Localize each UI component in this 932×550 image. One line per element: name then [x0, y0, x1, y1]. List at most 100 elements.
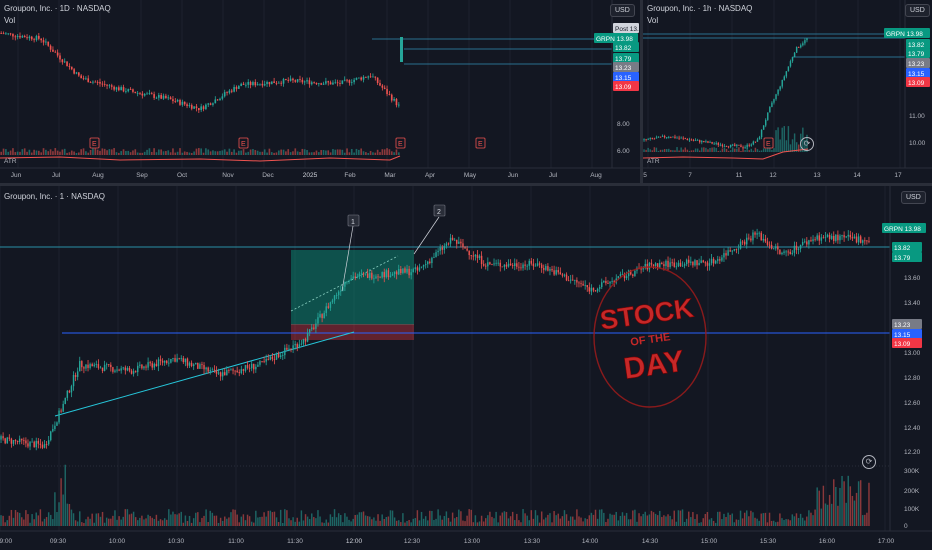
intraday-candle: [294, 343, 296, 346]
daily-candle: [308, 80, 311, 85]
daily-volume-bar: [374, 152, 377, 155]
daily-candle: [94, 81, 97, 83]
intraday-volume-bar: [195, 512, 197, 526]
intraday-candle: [559, 272, 562, 275]
intraday-volume-bar: [402, 513, 404, 526]
intraday-volume-bar: [4, 522, 6, 526]
hourly-volume-bar: [785, 140, 788, 152]
intraday-candle: [688, 259, 690, 263]
daily-volume-bar: [198, 148, 200, 155]
daily-volume-bar: [38, 150, 40, 155]
intraday-candle: [317, 317, 319, 324]
hourly-candle: [734, 144, 736, 146]
intraday-candle: [569, 279, 572, 281]
intraday-candle: [855, 236, 858, 243]
intraday-price-label: 12.60: [904, 400, 921, 407]
hourly-currency-button[interactable]: USD: [905, 4, 930, 17]
intraday-candle: [764, 238, 767, 242]
hourly-candle: [682, 137, 684, 139]
daily-candle: [127, 89, 130, 92]
daily-volume-bar: [143, 151, 146, 155]
daily-volume-bar: [395, 149, 398, 155]
intraday-currency-button[interactable]: USD: [901, 191, 926, 204]
intraday-tag-bg: [892, 242, 922, 252]
hourly-volume-bar: [653, 147, 656, 152]
intraday-volume-bar: [501, 512, 504, 526]
intraday-volume-bar: [54, 492, 56, 526]
daily-candle: [230, 90, 233, 92]
daily-month-label: Sep: [136, 172, 148, 179]
annotation-marker-2: 2: [437, 209, 441, 216]
daily-candle: [386, 88, 388, 95]
intraday-volume-bar: [360, 512, 363, 526]
hourly-candle: [698, 140, 701, 143]
hourly-volume-bar: [686, 149, 689, 152]
daily-candle: [280, 82, 282, 84]
daily-candle: [198, 108, 200, 111]
daily-candle: [186, 104, 188, 107]
panel-divider-vertical[interactable]: [640, 0, 643, 183]
daily-candle: [296, 79, 299, 82]
panel-divider-horizontal[interactable]: [0, 183, 932, 186]
intraday-volume-bar: [66, 503, 69, 526]
intraday-candle: [673, 262, 675, 267]
intraday-volume-bar: [779, 513, 781, 526]
daily-currency-button[interactable]: USD: [610, 4, 635, 17]
daily-candle: [45, 41, 47, 43]
intraday-volume-bar: [393, 517, 396, 526]
daily-candle: [30, 36, 33, 40]
intraday-volume-bar: [812, 515, 814, 526]
intraday-candle: [139, 364, 141, 366]
intraday-volume-bar: [549, 513, 551, 526]
daily-candle: [16, 35, 19, 38]
hourly-candle: [800, 45, 802, 48]
intraday-candle: [530, 260, 533, 264]
intraday-time-label: 13:30: [524, 538, 541, 545]
intraday-volume-bar: [656, 515, 659, 526]
daily-candle: [223, 92, 226, 97]
daily-volume-bar: [169, 152, 172, 155]
intraday-volume-bar: [617, 520, 620, 526]
intraday-volume-bar: [62, 494, 64, 526]
intraday-volume-bar: [203, 515, 205, 526]
hourly-volume-bar: [674, 150, 676, 152]
hourly-candle: [661, 136, 664, 137]
intraday-volume-bar: [422, 518, 425, 526]
intraday-tag-bg: [892, 329, 922, 339]
daily-chart-panel[interactable]: ATR E E E E 8.00 6.00 Post 13.98 GRPN 13.98 13.82…: [0, 0, 640, 183]
hourly-tag-text: 13.82: [908, 42, 925, 49]
intraday-candle: [681, 265, 684, 267]
intraday-candle: [710, 258, 713, 264]
hourly-replay-icon[interactable]: ⟳: [800, 137, 814, 151]
intraday-volume-bar: [572, 516, 574, 526]
daily-volume-bar: [202, 152, 205, 155]
intraday-candle: [122, 367, 124, 369]
daily-candle: [54, 51, 57, 53]
intraday-time-label: 14:30: [642, 538, 659, 545]
daily-volume-bar: [89, 149, 92, 155]
intraday-volume-bar: [690, 517, 692, 526]
intraday-volume-bar: [424, 516, 427, 526]
daily-tag-text: 13.79: [615, 56, 632, 63]
daily-volume-bar: [383, 149, 386, 155]
intraday-candle: [207, 367, 209, 372]
intraday-volume-bar: [105, 517, 108, 526]
hourly-chart-panel[interactable]: ATR E 11.00 10.00 GRPN 13.98 13.82 13.79 13.23 1…: [643, 0, 932, 183]
intraday-candle: [489, 262, 491, 265]
intraday-volume-bar: [356, 514, 359, 526]
intraday-candle: [151, 363, 153, 368]
intraday-volume-bar: [632, 510, 634, 526]
intraday-candle: [482, 264, 485, 266]
replay-icon[interactable]: ⟳: [862, 455, 876, 469]
intraday-volume-bar: [228, 517, 230, 526]
intraday-volume-bar: [337, 513, 340, 526]
intraday-candle: [337, 291, 340, 296]
intraday-candle: [853, 236, 856, 239]
intraday-volume-bar: [437, 509, 439, 526]
intraday-volume-bar: [698, 522, 700, 526]
daily-candle: [75, 72, 78, 74]
daily-candle: [70, 66, 73, 70]
intraday-chart-panel[interactable]: 1 2 13.60 13.40 13.00 12.80 12.60 12.40 12.20 GRP…: [0, 186, 932, 550]
intraday-candle: [56, 422, 58, 426]
hourly-candle: [668, 137, 670, 138]
